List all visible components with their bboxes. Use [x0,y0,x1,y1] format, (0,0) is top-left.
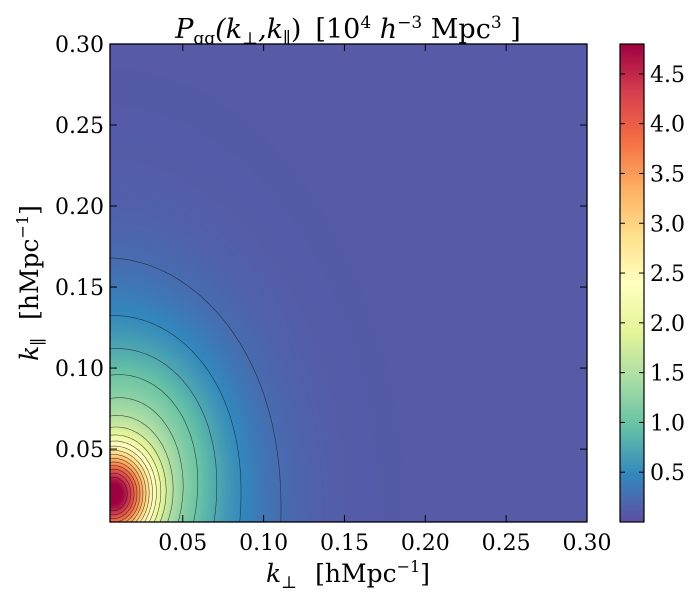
y-tick-label-1: 0.10 [55,357,104,382]
chart-title: Pgg(k⊥,k∥) [104 h−3 Mpc3 ] [174,13,521,49]
y-axis-label: k∥[hMpc−1] [13,205,49,361]
contour-line-7 [109,434,162,523]
colorbar-ticks: 0.5 1.0 1.5 2.0 2.5 3.0 3.5 4.0 4.5 [620,63,685,486]
heatmap-field [110,44,587,522]
heatmap-image [110,44,587,522]
colorbar-tick-label-5: 3.0 [650,212,685,237]
contour-line-15 [109,468,135,519]
colorbar-tick-label-3: 2.0 [650,312,685,337]
x-axis-label: k⊥ [hMpc−1] [266,557,430,593]
contour-lines [109,257,282,523]
x-axis-ticks: 0.05 0.10 0.15 0.20 0.25 0.30 [158,44,611,556]
plot-frame [109,43,588,523]
colorbar [619,43,645,523]
colorbar-tick-label-6: 3.5 [650,162,685,187]
x-tick-label-4: 0.25 [482,531,531,556]
y-tick-label-3: 0.20 [55,195,104,220]
y-tick-label-2: 0.15 [55,276,104,301]
contour-line-11 [109,454,147,523]
contour-line-2 [109,348,218,523]
contour-line-4 [109,397,184,523]
x-tick-label-3: 0.20 [401,531,450,556]
colorbar-tick-label-7: 4.0 [650,113,685,138]
contour-line-0 [109,257,282,522]
colorbar-tick-label-8: 4.5 [650,63,685,88]
contour-line-10 [109,450,150,523]
x-tick-label-0: 0.05 [158,531,207,556]
x-tick-label-2: 0.15 [320,531,369,556]
colorbar-tick-label-0: 0.5 [650,461,685,486]
x-tick-label-5: 0.30 [563,531,612,556]
contour-line-1 [109,315,242,523]
contour-line-17 [109,477,128,511]
y-tick-label-0: 0.05 [55,438,104,463]
y-tick-label-4: 0.25 [55,114,104,139]
y-axis-ticks: 0.05 0.10 0.15 0.20 0.25 0.30 [55,33,587,463]
contour-line-5 [109,415,174,523]
contour-line-3 [109,374,199,523]
contour-line-8 [109,440,157,523]
colorbar-tick-label-2: 1.5 [650,362,685,387]
colorbar-tick-label-1: 1.0 [650,411,685,436]
contour-line-16 [109,472,132,516]
x-tick-label-1: 0.10 [239,531,288,556]
contour-line-12 [109,458,144,523]
colorbar-tick-label-4: 2.5 [650,262,685,287]
y-tick-label-5: 0.30 [55,33,104,58]
contour-line-6 [109,426,167,523]
